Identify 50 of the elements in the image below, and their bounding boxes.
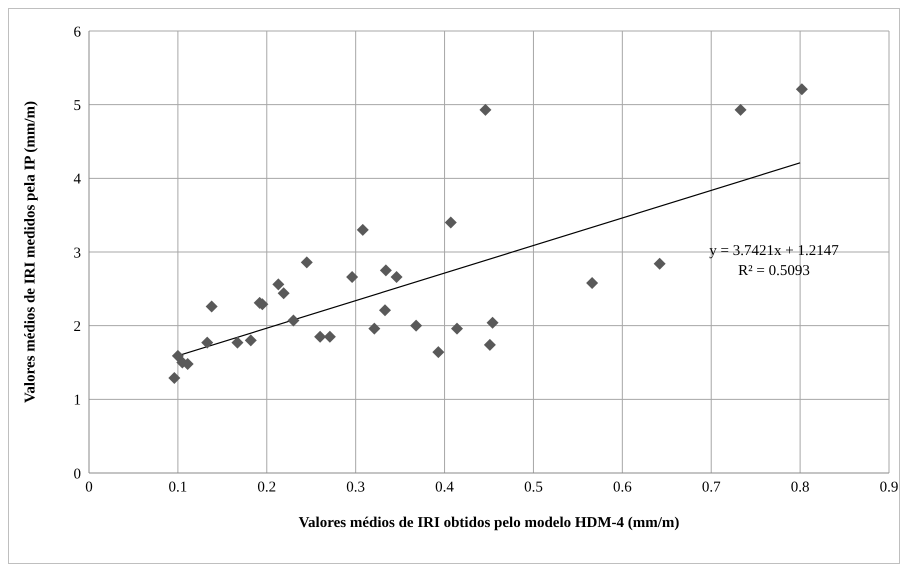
point [231,336,244,349]
point [172,350,184,362]
y-tick-label: 6 [74,24,82,40]
point [324,330,336,343]
point [586,276,598,289]
x-tick-label: 0.9 [880,480,898,496]
y-tick-label: 2 [74,318,81,335]
y-tick-label: 5 [74,98,81,114]
point [287,314,300,327]
x-tick-label: 0.7 [702,480,722,496]
point [356,224,369,236]
point [796,83,808,96]
point [654,258,666,270]
point [444,216,457,229]
y-tick-label: 3 [74,245,81,262]
point [484,338,496,351]
y-tick-label: 1 [74,392,81,409]
point [201,336,214,349]
point [314,330,326,343]
annotation: R² = 0.5093 [737,262,811,281]
point [432,346,444,358]
point [479,104,492,116]
point [168,372,180,384]
x-tick-label: 0.1 [168,480,188,496]
x-axis-title: Valores médios de IRI obtidos pelo modelo HDM-4 (mm/m) [298,515,680,531]
point [379,304,391,316]
point [272,278,284,290]
point [486,316,499,329]
point [380,264,392,276]
point [390,271,403,284]
x-tick-label: 0 [85,480,93,496]
point [410,320,422,332]
point [278,287,290,300]
point [300,256,313,268]
y-tick-label: 0 [74,466,81,482]
x-tick-label: 0.3 [346,480,366,496]
point [244,334,257,346]
point [206,300,218,313]
x-tick-label: 0.2 [257,480,276,496]
point [451,322,463,335]
annotation: y = 3.7421x + 1.2147 [708,242,840,261]
y-tick-label: 4 [74,172,82,188]
x-tick-label: 0.6 [612,480,632,496]
point [346,271,358,284]
y-axis-title: Valores médios de IRI medidos pela IP (mm/m) [22,100,38,404]
point [734,104,747,116]
x-tick-label: 0.4 [435,480,454,496]
point [368,322,380,335]
x-tick-label: 0.5 [524,480,543,496]
x-tick-label: 0.8 [790,480,810,496]
